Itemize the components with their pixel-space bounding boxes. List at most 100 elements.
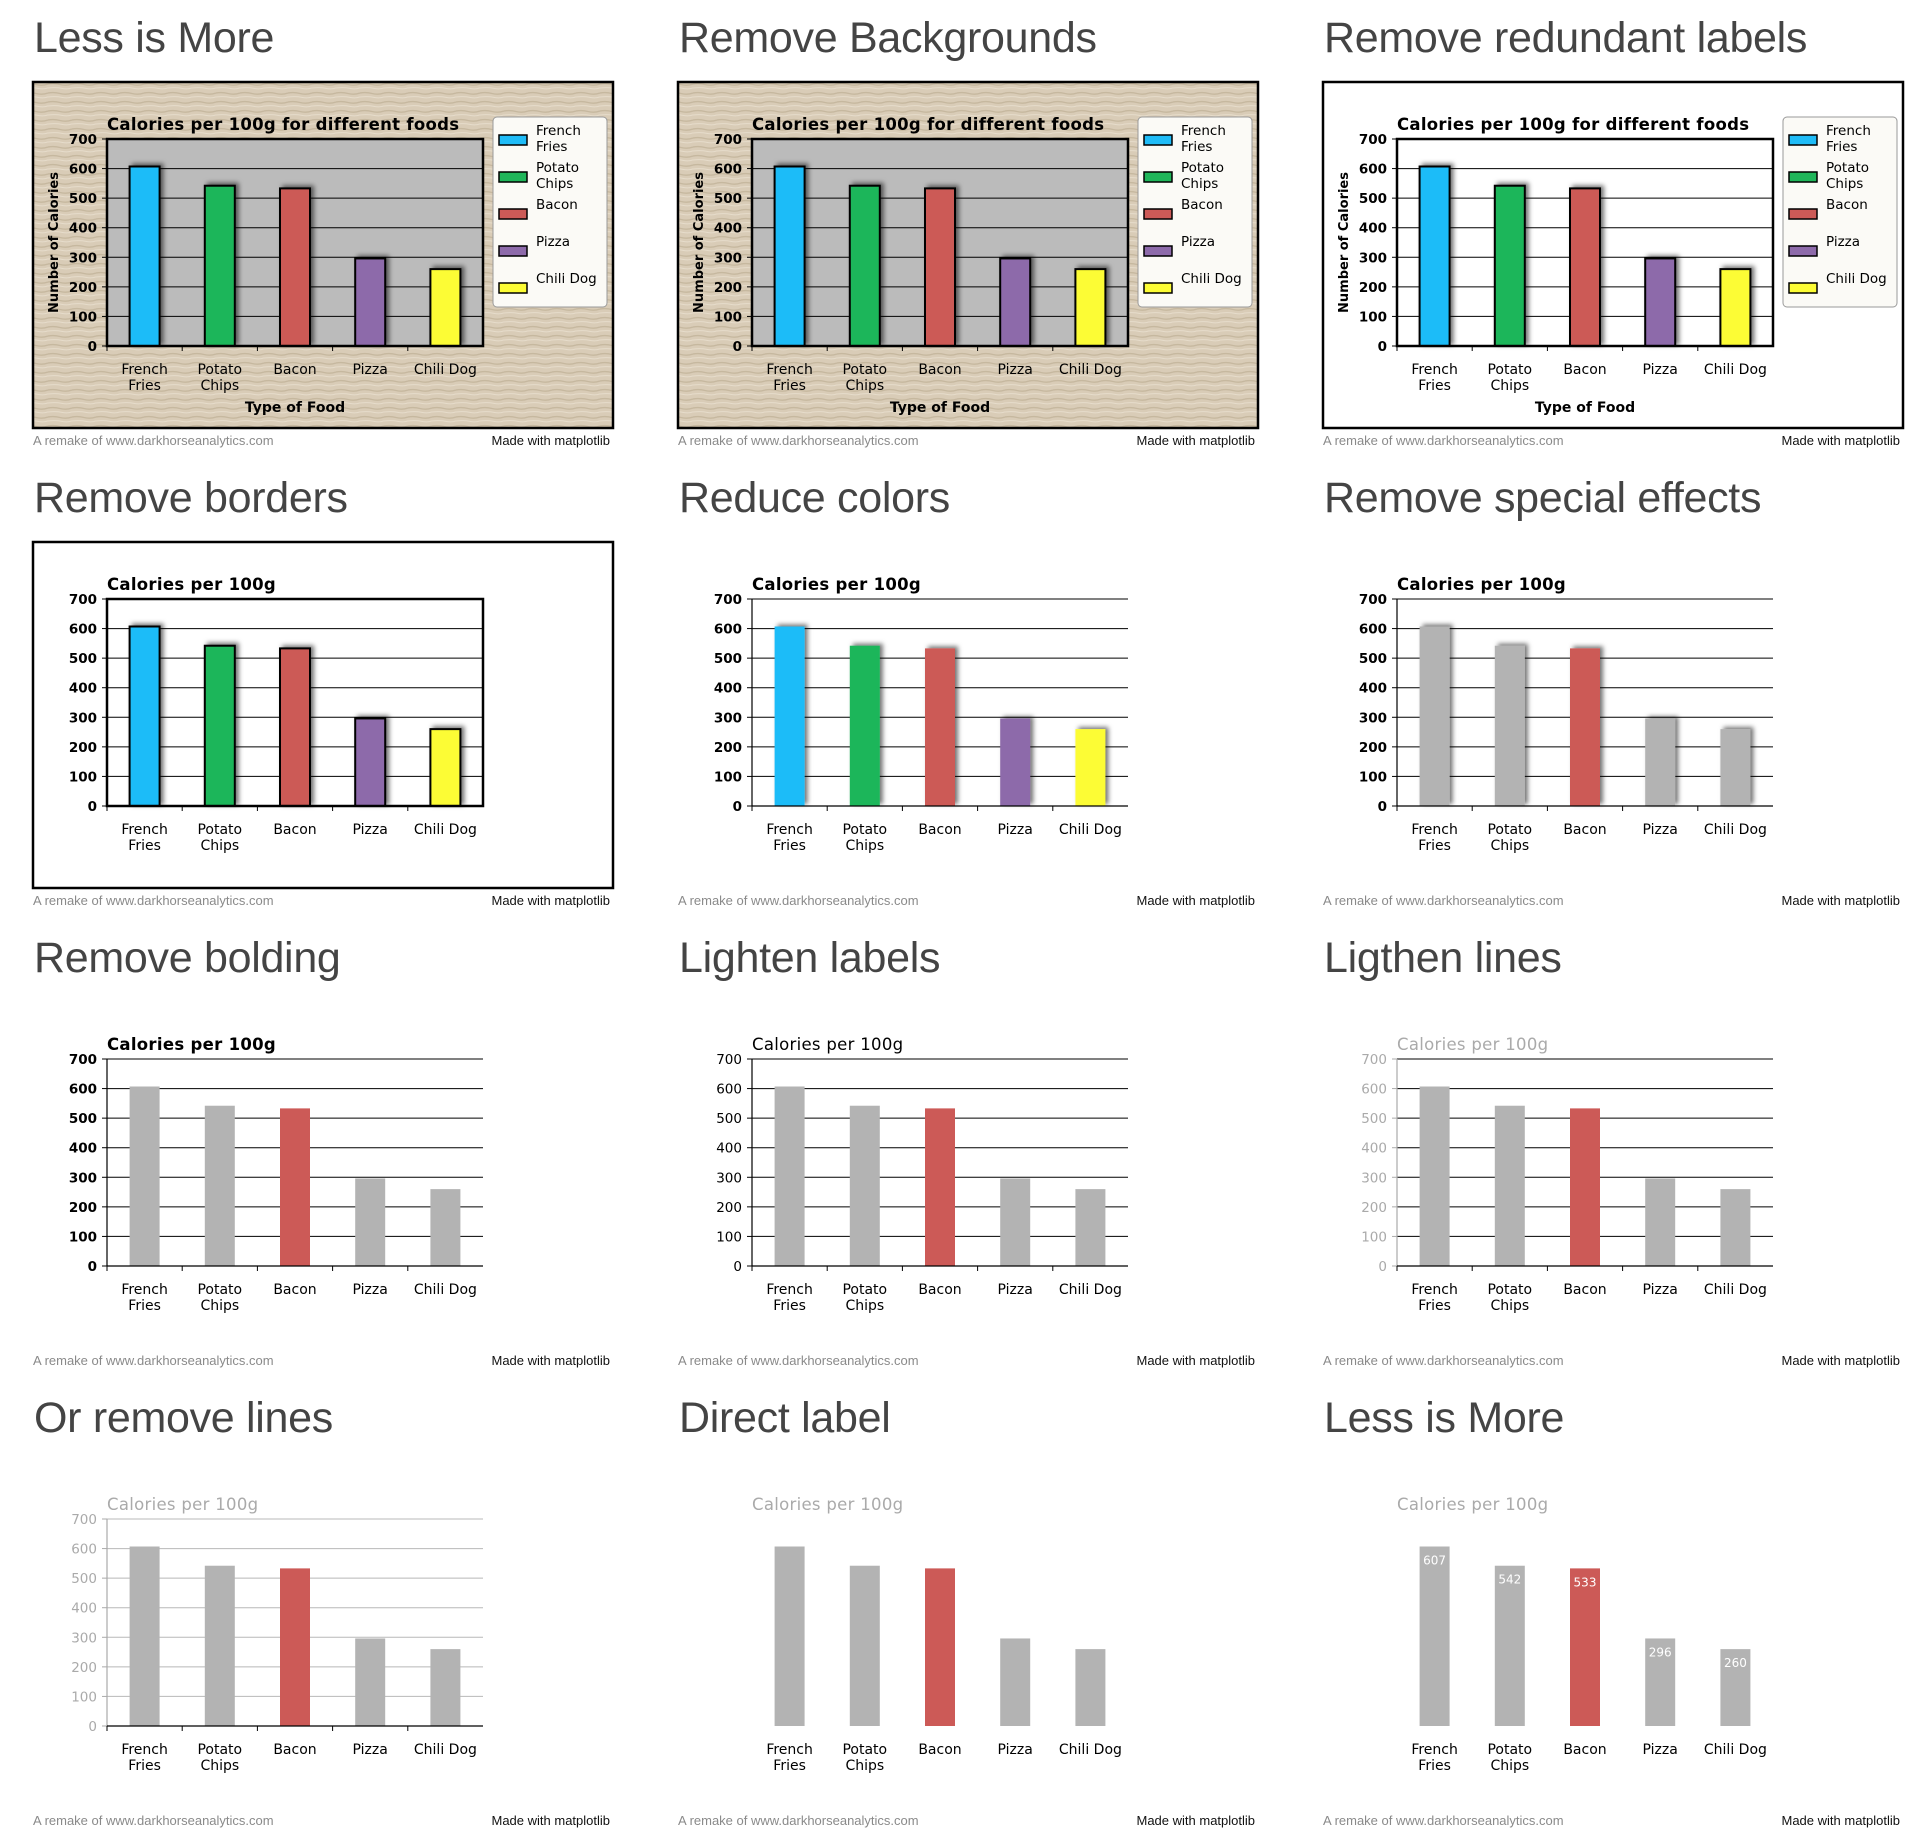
x-tick-label: Pizza <box>998 1282 1033 1298</box>
legend-label: Fries <box>1181 139 1212 155</box>
x-tick-label: Pizza <box>1643 822 1678 838</box>
footer-credit: A remake of www.darkhorseanalytics.com <box>678 893 919 908</box>
chart-panel: Direct label French Fries Potato Chips Bacon P… <box>645 1380 1255 1840</box>
x-tick-label: Chili Dog <box>1704 822 1767 838</box>
x-tick-label: Fries <box>128 1758 161 1774</box>
y-tick-label: 700 <box>1361 1052 1387 1068</box>
x-tick-label: Potato <box>1487 822 1532 838</box>
x-tick-label: Fries <box>128 378 161 394</box>
x-tick-label: Pizza <box>998 1742 1033 1758</box>
bar <box>1720 729 1751 806</box>
y-tick-label: 200 <box>716 1200 742 1216</box>
bar <box>925 1108 955 1266</box>
y-tick-label: 0 <box>88 339 97 355</box>
plot-frame <box>105 137 485 348</box>
y-tick-label: 300 <box>71 1630 97 1646</box>
legend-swatch <box>498 134 528 146</box>
bar <box>128 165 161 347</box>
bar <box>774 1086 805 1266</box>
chart-panel: Remove special effects 0 100 200 300 400 500 60… <box>1290 460 1900 920</box>
bar <box>1419 626 1450 806</box>
chart-panel: Less is More 0 100 200 300 400 500 600 700 French… <box>0 0 615 460</box>
y-tick-label: 400 <box>69 1141 97 1157</box>
bar <box>1493 184 1526 347</box>
bar <box>1075 1649 1106 1726</box>
y-tick-label: 700 <box>1359 132 1387 148</box>
y-tick-label: 300 <box>714 250 742 266</box>
bar <box>279 187 311 347</box>
data-label: 607 <box>1423 1554 1446 1568</box>
panel-title: Remove borders <box>34 474 348 522</box>
footer-credit: A remake of www.darkhorseanalytics.com <box>678 433 919 448</box>
x-tick-label: Fries <box>773 838 806 854</box>
footer-made-with: Made with matplotlib <box>1136 433 1256 448</box>
y-tick-label: 400 <box>1361 1141 1387 1157</box>
y-tick-label: 400 <box>714 681 742 697</box>
x-tick-label: Bacon <box>273 362 316 378</box>
footer-credit: A remake of www.darkhorseanalytics.com <box>1323 1353 1564 1368</box>
footer-credit: A remake of www.darkhorseanalytics.com <box>1323 893 1564 908</box>
x-tick-label: French <box>1411 362 1458 378</box>
x-tick-label: Potato <box>842 1282 887 1298</box>
x-tick-label: Pizza <box>998 362 1033 378</box>
y-tick-label: 0 <box>1378 339 1387 355</box>
legend-label: Chili Dog <box>536 271 597 287</box>
chart-svg: 0100200300400500600700FrenchFriesPotatoC… <box>71 1495 483 1774</box>
bar <box>1418 165 1451 347</box>
y-tick-label: 400 <box>1359 221 1387 237</box>
x-tick-label: Chips <box>200 1298 239 1314</box>
legend-label: Chips <box>1826 176 1863 192</box>
x-tick-label: Chips <box>1490 838 1529 854</box>
legend-swatch <box>1788 171 1818 183</box>
x-tick-label: Potato <box>197 362 242 378</box>
x-tick-label: Bacon <box>1563 822 1606 838</box>
chart-title: Calories per 100g <box>107 1035 276 1054</box>
x-tick-label: Chips <box>200 1758 239 1774</box>
x-tick-label: Fries <box>773 378 806 394</box>
x-tick-label: Pizza <box>353 1742 388 1758</box>
chart-panel: Remove borders 0 100 200 300 400 500 600 700 Fren… <box>0 460 615 920</box>
x-tick-label: Potato <box>197 822 242 838</box>
y-tick-label: 100 <box>716 1229 742 1245</box>
y-tick-label: 700 <box>69 592 97 608</box>
bar <box>1494 645 1525 806</box>
legend-label: Chili Dog <box>1826 271 1887 287</box>
y-tick-label: 200 <box>69 280 97 296</box>
legend-swatch <box>1143 134 1173 146</box>
data-label: 296 <box>1649 1645 1672 1659</box>
x-tick-label: Chips <box>845 378 884 394</box>
legend-swatch <box>1143 282 1173 294</box>
bar <box>1074 268 1107 347</box>
legend-label: Chili Dog <box>1181 271 1242 287</box>
panel-title: Remove Backgrounds <box>679 14 1097 62</box>
footer-credit: A remake of www.darkhorseanalytics.com <box>33 433 274 448</box>
x-tick-label: Potato <box>842 1742 887 1758</box>
bar <box>429 268 462 347</box>
legend-label: French <box>1181 123 1226 139</box>
y-tick-label: 200 <box>1359 280 1387 296</box>
legend-label: Chips <box>536 176 573 192</box>
chart-title: Calories per 100g for different foods <box>107 115 459 134</box>
x-tick-label: Bacon <box>273 1282 316 1298</box>
footer-made-with: Made with matplotlib <box>1136 1813 1256 1828</box>
legend-box <box>1782 116 1898 308</box>
bar <box>925 648 955 806</box>
x-tick-label: Fries <box>128 1298 161 1314</box>
chart-panel: Lighten labels 0 100 200 300 400 500 600 700 Fren… <box>645 920 1255 1380</box>
y-tick-label: 600 <box>71 1542 97 1558</box>
legend-label: Fries <box>536 139 567 155</box>
x-tick-label: Bacon <box>273 1742 316 1758</box>
bar <box>1570 1108 1600 1266</box>
y-tick-label: 700 <box>714 592 742 608</box>
bar <box>354 717 387 807</box>
x-tick-label: Pizza <box>998 822 1033 838</box>
plot-frame <box>105 597 485 808</box>
bar <box>204 1105 235 1266</box>
plot-frame <box>750 137 1130 348</box>
x-tick-label: Chips <box>1490 1758 1529 1774</box>
x-tick-label: Fries <box>128 838 161 854</box>
y-tick-label: 600 <box>1361 1082 1387 1098</box>
x-tick-label: French <box>121 362 168 378</box>
